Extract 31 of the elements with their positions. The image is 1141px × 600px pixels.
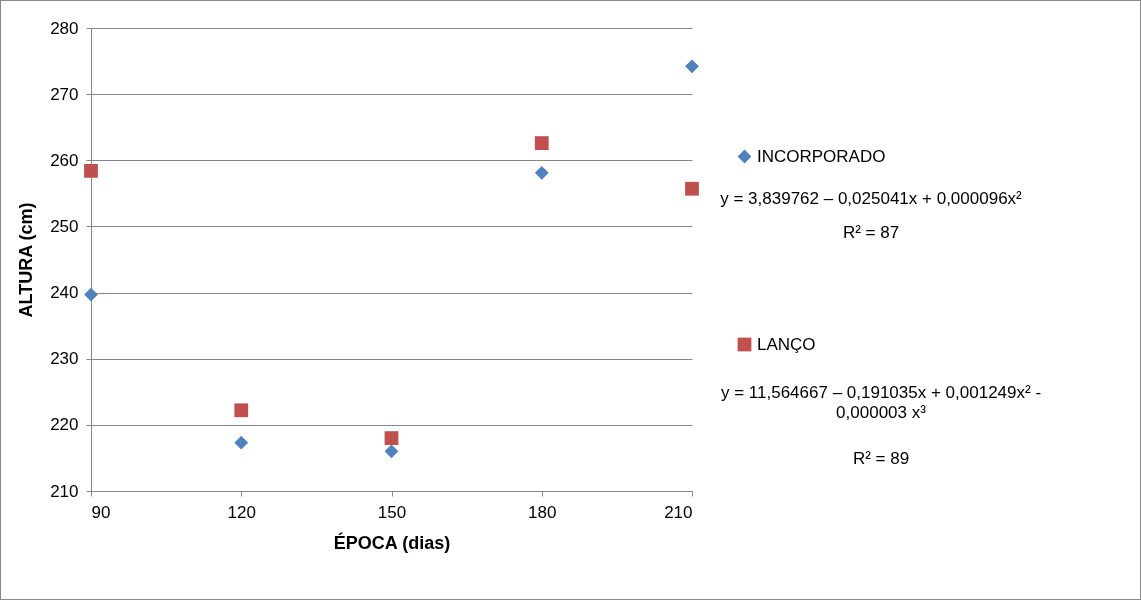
point [234, 403, 249, 418]
point [534, 136, 549, 150]
text: y = 11,564667 – 0,191035x + 0,001249x² - 0,000003 x³ [719, 383, 1043, 423]
x-axis-title: ÉPOCA (dias) [333, 531, 451, 553]
point [84, 287, 98, 302]
point [534, 165, 549, 180]
x-tick-label: 180 [528, 502, 557, 522]
y-axis-title: ALTURA (cm) [16, 202, 37, 318]
point [685, 59, 699, 74]
point [234, 435, 249, 450]
text: R² = 89 [851, 449, 911, 469]
text: y = 3,839762 – 0,025041x + 0,000096x² [719, 189, 1023, 209]
point [384, 431, 399, 445]
x-tick-label: 90 [91, 502, 111, 522]
y-tick-label: 210 [50, 481, 79, 501]
y-tick-label: 270 [50, 84, 79, 104]
x-tick-label: 210 [664, 502, 693, 522]
y-tick-label: 220 [50, 415, 79, 435]
legend-label: LANÇO [757, 334, 816, 354]
y-tick-label: 250 [50, 216, 79, 236]
point [84, 163, 98, 178]
y-tick-label: 280 [50, 18, 79, 38]
x-tick-label: 150 [377, 502, 407, 522]
y-tick-label: 260 [50, 150, 79, 170]
text: R² = 87 [841, 223, 901, 243]
legend-label: INCORPORADO [757, 146, 886, 166]
point [685, 181, 699, 196]
y-tick-label: 230 [50, 349, 79, 369]
x-tick-label: 120 [227, 502, 256, 522]
point [384, 444, 399, 459]
y-tick-label: 240 [50, 283, 79, 303]
